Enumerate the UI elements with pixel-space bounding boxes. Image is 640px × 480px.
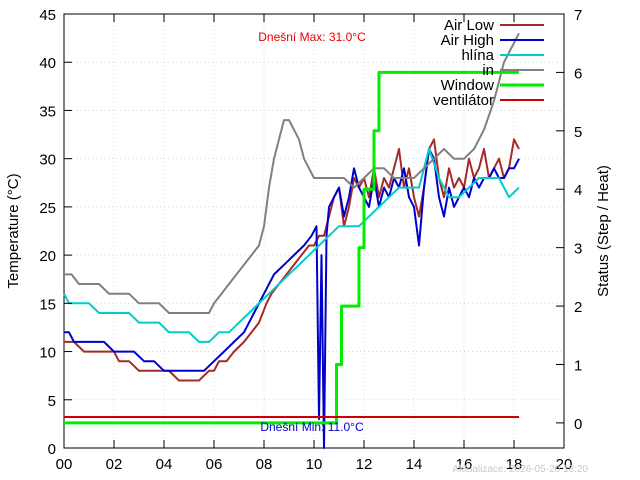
y2-tick-label: 1 [574,357,582,374]
y-tick-label: 25 [39,200,56,217]
y2-tick-label: 5 [574,124,582,141]
x-tick-label: 10 [306,456,323,473]
y2-tick-label: 6 [574,65,582,82]
y2-tick-label: 3 [574,241,582,258]
y-tick-label: 5 [48,393,56,410]
x-tick-label: 06 [206,456,223,473]
series-line-hl-na [63,148,520,343]
y-tick-label: 45 [39,7,56,24]
x-tick-label: 18 [506,456,523,473]
series-line-window [64,70,519,425]
series-line-air-high [64,148,520,449]
series-lines [63,32,520,449]
legend-label: hlína [461,47,494,64]
legend-label: ventilátor [433,92,494,109]
x-tick-label: 08 [256,456,273,473]
legend-label: Window [441,77,495,94]
y2-tick-label: 0 [574,416,582,433]
legend-label: Air High [441,32,494,49]
y2-tick-label: 2 [574,299,582,316]
x-tick-label: 02 [106,456,123,473]
x-tick-label: 14 [406,456,423,473]
y-tick-label: 40 [39,55,56,72]
min-temp-annotation: Dnešní Min: 11.0°C [260,420,364,434]
y2-axis-label: Status (Step / Heat) [595,165,612,297]
y2-tick-label: 4 [574,182,582,199]
x-tick-label: 04 [156,456,173,473]
x-tick-label: 16 [456,456,473,473]
y-axis-label: Temperature (°C) [5,173,22,288]
max-temp-annotation: Dnešní Max: 31.0°C [258,30,366,44]
legend-label: in [482,62,494,79]
legend-label: Air Low [444,17,494,34]
y-tick-label: 10 [39,345,56,362]
grid [64,14,564,448]
series-line-in [64,32,520,314]
series-line-air-low [64,138,520,382]
y-tick-label: 0 [48,441,56,458]
y-tick-label: 15 [39,296,56,313]
x-tick-label: 12 [356,456,373,473]
y-tick-label: 20 [39,248,56,265]
x-tick-label: 00 [56,456,73,473]
y-tick-label: 35 [39,103,56,120]
x-tick-label: 20 [556,456,573,473]
y-tick-label: 30 [39,152,56,169]
y2-tick-label: 7 [574,7,582,24]
updated-timestamp: Aktualizace: 2026-05-20 18:20 [452,464,588,475]
